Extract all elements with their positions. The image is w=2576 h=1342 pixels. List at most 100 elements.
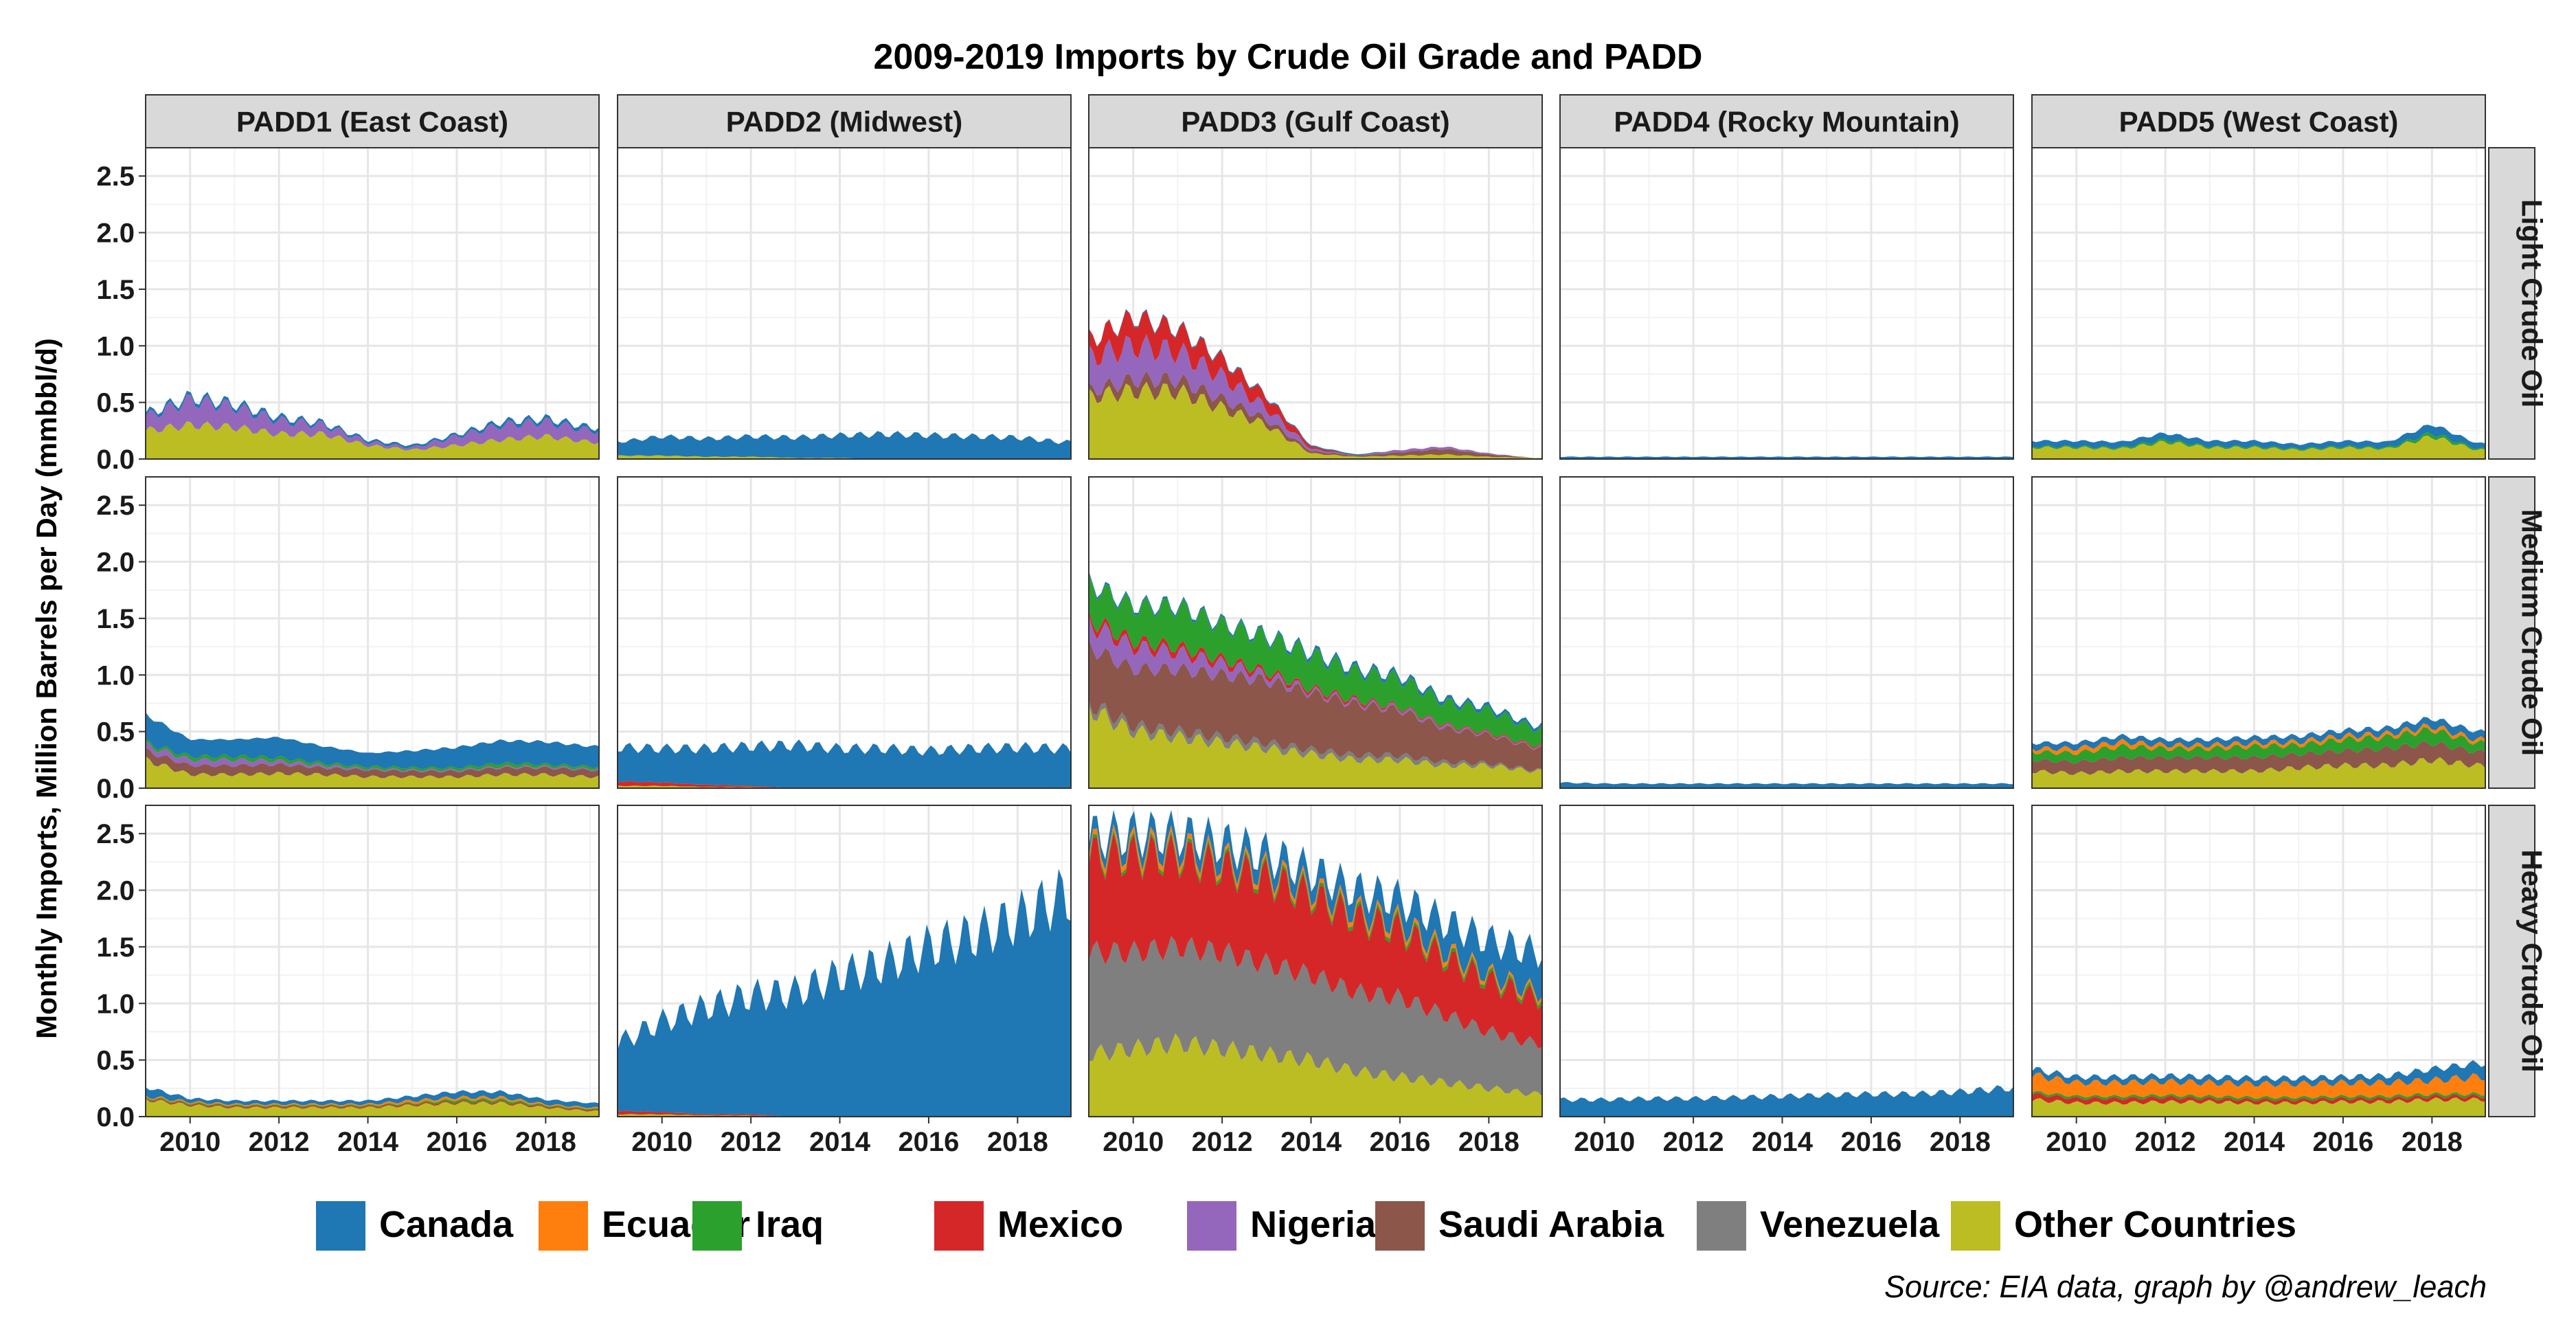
panel-background [1560, 805, 2013, 1117]
area-saudi-arabia [146, 748, 599, 779]
legend-swatch [692, 1201, 742, 1251]
area-other-countries [1089, 381, 1542, 459]
facet-strip-label: Light Crude Oil [2516, 199, 2549, 407]
area-other-countries [1089, 704, 1542, 788]
panel-border [617, 147, 1072, 460]
area-ecuador [146, 1095, 599, 1110]
y-tick-label: 2.0 [96, 548, 135, 578]
panel-border [145, 805, 600, 1117]
panel-border [1088, 147, 1543, 460]
y-tick-label: 2.5 [96, 819, 135, 849]
panel-background [618, 148, 1071, 459]
panel-padd2-midwest-medium-crude-oil [617, 476, 1072, 790]
area-mexico [1089, 832, 1542, 1049]
area-iraq [2032, 1091, 2485, 1101]
x-tick-label: 2016 [1840, 1127, 1901, 1157]
x-tick-label: 2014 [337, 1127, 399, 1157]
area-iraq [1089, 572, 1542, 748]
area-canada [618, 431, 1071, 459]
panel-border [1559, 805, 2014, 1117]
legend-swatch [539, 1201, 588, 1251]
area-venezuela [1089, 936, 1542, 1097]
x-tick-label: 2016 [1369, 1127, 1430, 1157]
area-nigeria [146, 741, 599, 773]
y-tick-label: 1.5 [96, 275, 135, 305]
chart-title: 2009-2019 Imports by Crude Oil Grade and… [874, 37, 1703, 77]
facet-strip-label: PADD1 (East Coast) [236, 106, 508, 138]
legend-item-mexico: Mexico [934, 1201, 1123, 1251]
area-iraq [2032, 432, 2485, 451]
area-canada [1089, 570, 1542, 733]
x-tick-label: 2012 [2135, 1127, 2196, 1157]
legend-swatch [1951, 1201, 2000, 1251]
panel-border [617, 476, 1072, 789]
area-other-countries [146, 1098, 599, 1117]
panel-padd5-west-coast-medium-crude-oil [2031, 476, 2486, 790]
area-saudi-arabia [1089, 638, 1542, 772]
area-mexico [2032, 1093, 2485, 1105]
panel-padd2-midwest-heavy-crude-oil: 2010 2012 2014 2016 2018 [617, 805, 1072, 1157]
y-tick-label: 1.0 [96, 660, 135, 691]
legend-item-nigeria: Nigeria [1187, 1201, 1377, 1251]
area-other-countries [2032, 757, 2485, 788]
facet-strip-label: PADD3 (Gulf Coast) [1181, 106, 1449, 138]
area-canada [2032, 425, 2485, 450]
area-canada [2032, 1060, 2485, 1088]
area-canada [618, 869, 1071, 1117]
facet-panels: PADD1 (East Coast) PADD2 (Midwest) PADD3 (… [96, 94, 2549, 1157]
legend-item-saudi-arabia: Saudi Arabia [1375, 1201, 1664, 1251]
area-mexico [618, 781, 1071, 788]
x-tick-label: 2018 [515, 1127, 576, 1157]
area-iraq [146, 739, 599, 772]
y-tick-label: 2.5 [96, 491, 135, 521]
area-other-countries [146, 421, 599, 459]
y-tick-label: 0.0 [96, 1102, 135, 1132]
area-other-countries [2032, 435, 2485, 459]
legend-swatch [1375, 1201, 1425, 1251]
y-tick-label: 2.5 [96, 161, 135, 192]
x-tick-label: 2016 [2312, 1127, 2373, 1157]
area-nigeria [146, 394, 599, 451]
x-tick-label: 2012 [249, 1127, 310, 1157]
legend-item-iraq: Iraq [692, 1201, 824, 1251]
panel-border [2031, 147, 2486, 460]
panel-border [145, 476, 600, 789]
panel-background [146, 805, 599, 1117]
legend: Canada Ecuador Iraq Mexico Nigeria Saudi Arab… [316, 1201, 2296, 1251]
panel-padd5-west-coast-light-crude-oil [2031, 147, 2486, 460]
legend-label: Iraq [756, 1204, 824, 1245]
x-tick-label: 2014 [809, 1127, 871, 1157]
area-canada [618, 739, 1071, 788]
area-mexico [146, 1097, 599, 1112]
legend-swatch [934, 1201, 984, 1251]
area-ecuador [2032, 723, 2485, 755]
area-canada [146, 712, 599, 770]
y-tick-label: 2.0 [96, 876, 135, 906]
panel-border [1559, 476, 2014, 789]
panel-padd5-west-coast-heavy-crude-oil: 2010 2012 2014 2016 2018 [2031, 805, 2486, 1157]
panel-padd4-rocky-mountain-medium-crude-oil [1559, 476, 2014, 790]
area-other-countries [618, 455, 1071, 459]
legend-label: Nigeria [1250, 1204, 1377, 1245]
panel-background [2032, 805, 2485, 1117]
facet-strip-label: Medium Crude Oil [2516, 509, 2549, 756]
panel-padd3-gulf-coast-medium-crude-oil [1088, 476, 1543, 790]
panel-background [146, 477, 599, 788]
x-tick-label: 2018 [1458, 1127, 1519, 1157]
panel-padd4-rocky-mountain-heavy-crude-oil: 2010 2012 2014 2016 2018 [1559, 805, 2014, 1157]
legend-item-other-countries: Other Countries [1951, 1201, 2296, 1251]
area-canada [1560, 782, 2013, 788]
panel-padd4-rocky-mountain-light-crude-oil [1559, 147, 2014, 460]
x-tick-label: 2018 [987, 1127, 1048, 1157]
y-tick-label: 0.0 [96, 445, 135, 475]
x-tick-label: 2018 [2402, 1127, 2463, 1157]
area-iraq [2032, 727, 2485, 764]
legend-swatch [1697, 1201, 1746, 1251]
y-axis-label: Monthly Imports, Million Barrels per Day… [30, 338, 63, 1039]
area-other-countries [1089, 1033, 1542, 1117]
y-tick-label: 1.0 [96, 989, 135, 1019]
facet-strip-heavy-crude-oil [2488, 805, 2535, 1117]
y-tick-label: 0.5 [96, 1046, 135, 1076]
panel-padd1-east-coast-heavy-crude-oil: 0.0 0.5 1.0 1.5 2.0 2.5 2010 2012 2014 2016 2018 [96, 805, 600, 1157]
